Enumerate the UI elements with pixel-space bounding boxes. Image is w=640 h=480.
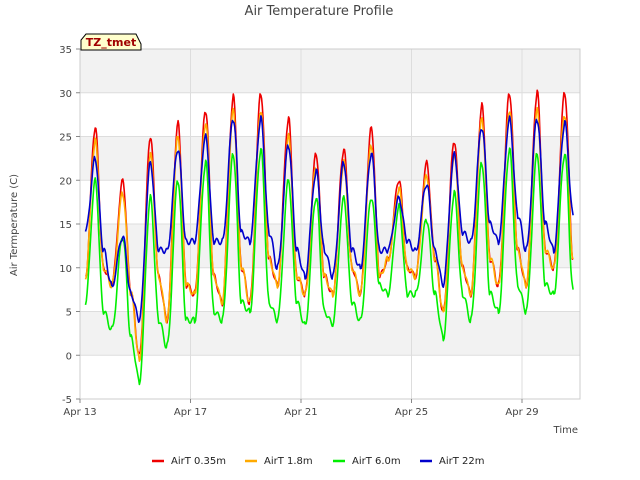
plot-band-shaded [80, 224, 580, 268]
legend-item-1: AirT 0.35m [152, 456, 226, 467]
x-axis-label: Time [553, 425, 578, 436]
legend-label: AirT 22m [439, 456, 484, 467]
y-tick-label: 10 [59, 264, 72, 275]
x-tick-label: Apr 25 [395, 407, 428, 418]
x-tick-label: Apr 13 [63, 407, 96, 418]
x-tick-label: Apr 21 [284, 407, 317, 418]
series-line-2 [84, 106, 574, 362]
y-axis-label: Air Termperature (C) [9, 174, 20, 276]
y-tick-label: 5 [66, 308, 72, 319]
series-line-4 [84, 115, 574, 323]
y-tick-label: 15 [59, 220, 72, 231]
dataset-tag: TZ_tmet [80, 33, 142, 51]
plot-band [80, 180, 580, 224]
legend: AirT 0.35m AirT 1.8m AirT 6.0m AirT 22m [152, 456, 484, 467]
series-line-3 [84, 147, 574, 386]
y-tick-label: 0 [66, 351, 72, 362]
x-tick-label: Apr 29 [505, 407, 538, 418]
legend-label: AirT 0.35m [171, 456, 226, 467]
legend-item-2: AirT 1.8m [245, 456, 313, 467]
plot-band-shaded [80, 136, 580, 181]
y-tick-label: 25 [59, 133, 72, 144]
legend-label: AirT 1.8m [264, 456, 313, 467]
y-tick-labels: -5 0 5 10 15 20 25 30 35 [59, 45, 80, 406]
legend-item-4: AirT 22m [420, 456, 484, 467]
y-tick-label: 30 [59, 89, 72, 100]
x-tick-label: Apr 17 [174, 407, 207, 418]
chart-title: Air Temperature Profile [245, 4, 394, 19]
y-tick-label: 35 [59, 45, 72, 56]
legend-label: AirT 6.0m [352, 456, 401, 467]
y-tick-label: 20 [59, 176, 72, 187]
y-tick-label: -5 [62, 395, 72, 406]
tag-label: TZ_tmet [86, 36, 136, 49]
plot-band [80, 92, 580, 137]
x-tick-labels: Apr 13 Apr 17 Apr 21 Apr 25 Apr 29 [63, 399, 539, 418]
tag-background [80, 33, 142, 51]
legend-item-3: AirT 6.0m [333, 456, 401, 467]
plot-band [80, 355, 580, 399]
plot-band-shaded [80, 49, 580, 93]
series-layer [84, 89, 574, 386]
